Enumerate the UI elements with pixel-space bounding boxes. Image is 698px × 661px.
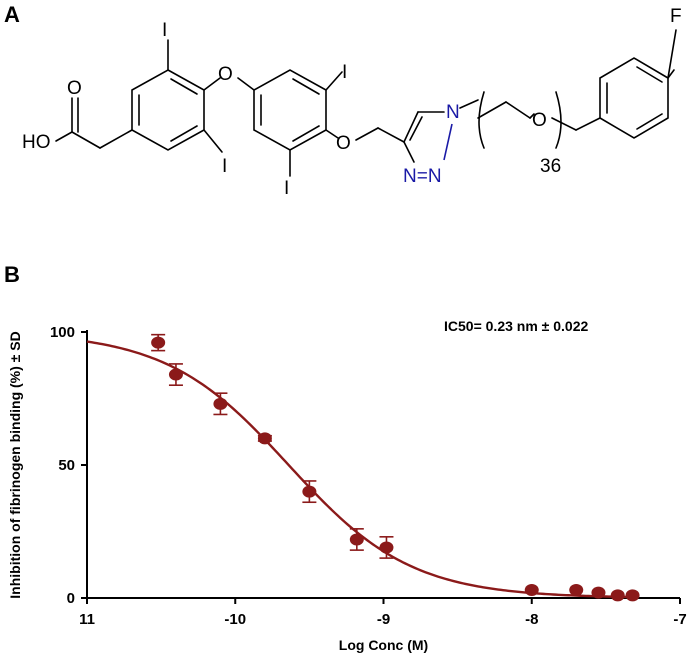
iodine-label-4: I [284,178,289,199]
data-point [569,584,584,597]
bond-hydroxyl [55,131,73,142]
data-point [302,485,317,498]
ring-3-double-bond-3 [636,113,663,130]
data-point [213,397,228,410]
data-point [625,589,640,602]
x-tick-label: -10 [224,611,246,628]
peg-bond-1 [477,101,507,119]
data-point [524,584,539,597]
bond-fluorine-long [667,29,677,79]
peg-repeat-count: 36 [540,156,561,177]
bond-n-peg [459,99,479,109]
triazole-double-bond [409,116,423,141]
panel-a-label: A [4,2,20,27]
bond-ether-1b [237,77,255,91]
iodine-label-1: I [162,20,167,41]
triazole-bond-c4-c5 [403,111,419,143]
fit-curve [86,340,639,599]
bond-ether-1a [203,77,221,91]
ring-2-double-bond-3 [292,125,320,142]
bond-ether-2a [325,129,339,139]
triazole-bond-c4-n3 [403,141,415,163]
peg-oxygen-label: O [532,110,547,131]
x-tick-label: -7 [673,611,686,628]
ether-oxygen-label-1: O [218,64,233,85]
bond-carboxyl [71,131,101,149]
triazole-bond-n1-n2 [443,123,453,161]
carbonyl-oxygen-label: O [67,78,82,99]
data-point [168,368,183,381]
panel-b-label: B [4,262,20,287]
peg-bracket-left [478,91,485,149]
fit-curve-group [86,340,639,599]
ring-3-double-bond-2 [636,66,663,83]
bond-iodine-2 [203,129,223,153]
y-tick-label: 50 [58,457,75,474]
fluorine-label: F [670,6,682,27]
data-point [591,586,606,599]
iodine-label-2: I [222,156,227,177]
data-point [349,533,364,546]
iodine-label-3: I [342,62,347,83]
ring-2-double-bond-2 [292,78,320,95]
bond-iodine-3 [325,71,343,91]
ic50-annotation: IC50= 0.23 nm ± 0.022 [444,318,588,334]
bond-ch2 [99,129,133,149]
y-tick-label: 100 [50,324,75,341]
triazole-n1-label: N [446,102,460,123]
data-point [257,432,272,445]
chart-axes: 0 50 100 11 -10 -9 -8 -7 [50,324,687,628]
peg-bond-2 [505,101,531,119]
data-point [379,541,394,554]
x-tick-label: 11 [79,611,95,628]
bond-methylene [377,127,405,143]
hydroxyl-label: HO [22,132,51,153]
chemical-structure: I I O HO O I I O N N=N O 36 F [22,6,682,199]
triazole-n23-label: N=N [403,166,442,187]
ring-1-double-bond-1 [170,78,198,95]
bond-benzyl [575,117,601,131]
data-point [610,589,625,602]
bond-benzyl-ch2 [551,117,577,131]
peg-bond-3 [529,113,535,119]
x-tick-label: -8 [525,611,538,628]
y-axis-title: Inhibition of fibrinogen binding (%) ± S… [7,331,23,598]
ring-1-double-bond-2 [170,125,198,142]
x-tick-label: -9 [377,611,390,628]
data-points-group [151,333,640,602]
y-tick-label: 0 [67,590,75,607]
ether-oxygen-label-2: O [336,133,351,154]
x-axis-title: Log Conc (M) [339,637,428,653]
bond-ether-2b [355,127,379,141]
data-point [151,336,166,349]
